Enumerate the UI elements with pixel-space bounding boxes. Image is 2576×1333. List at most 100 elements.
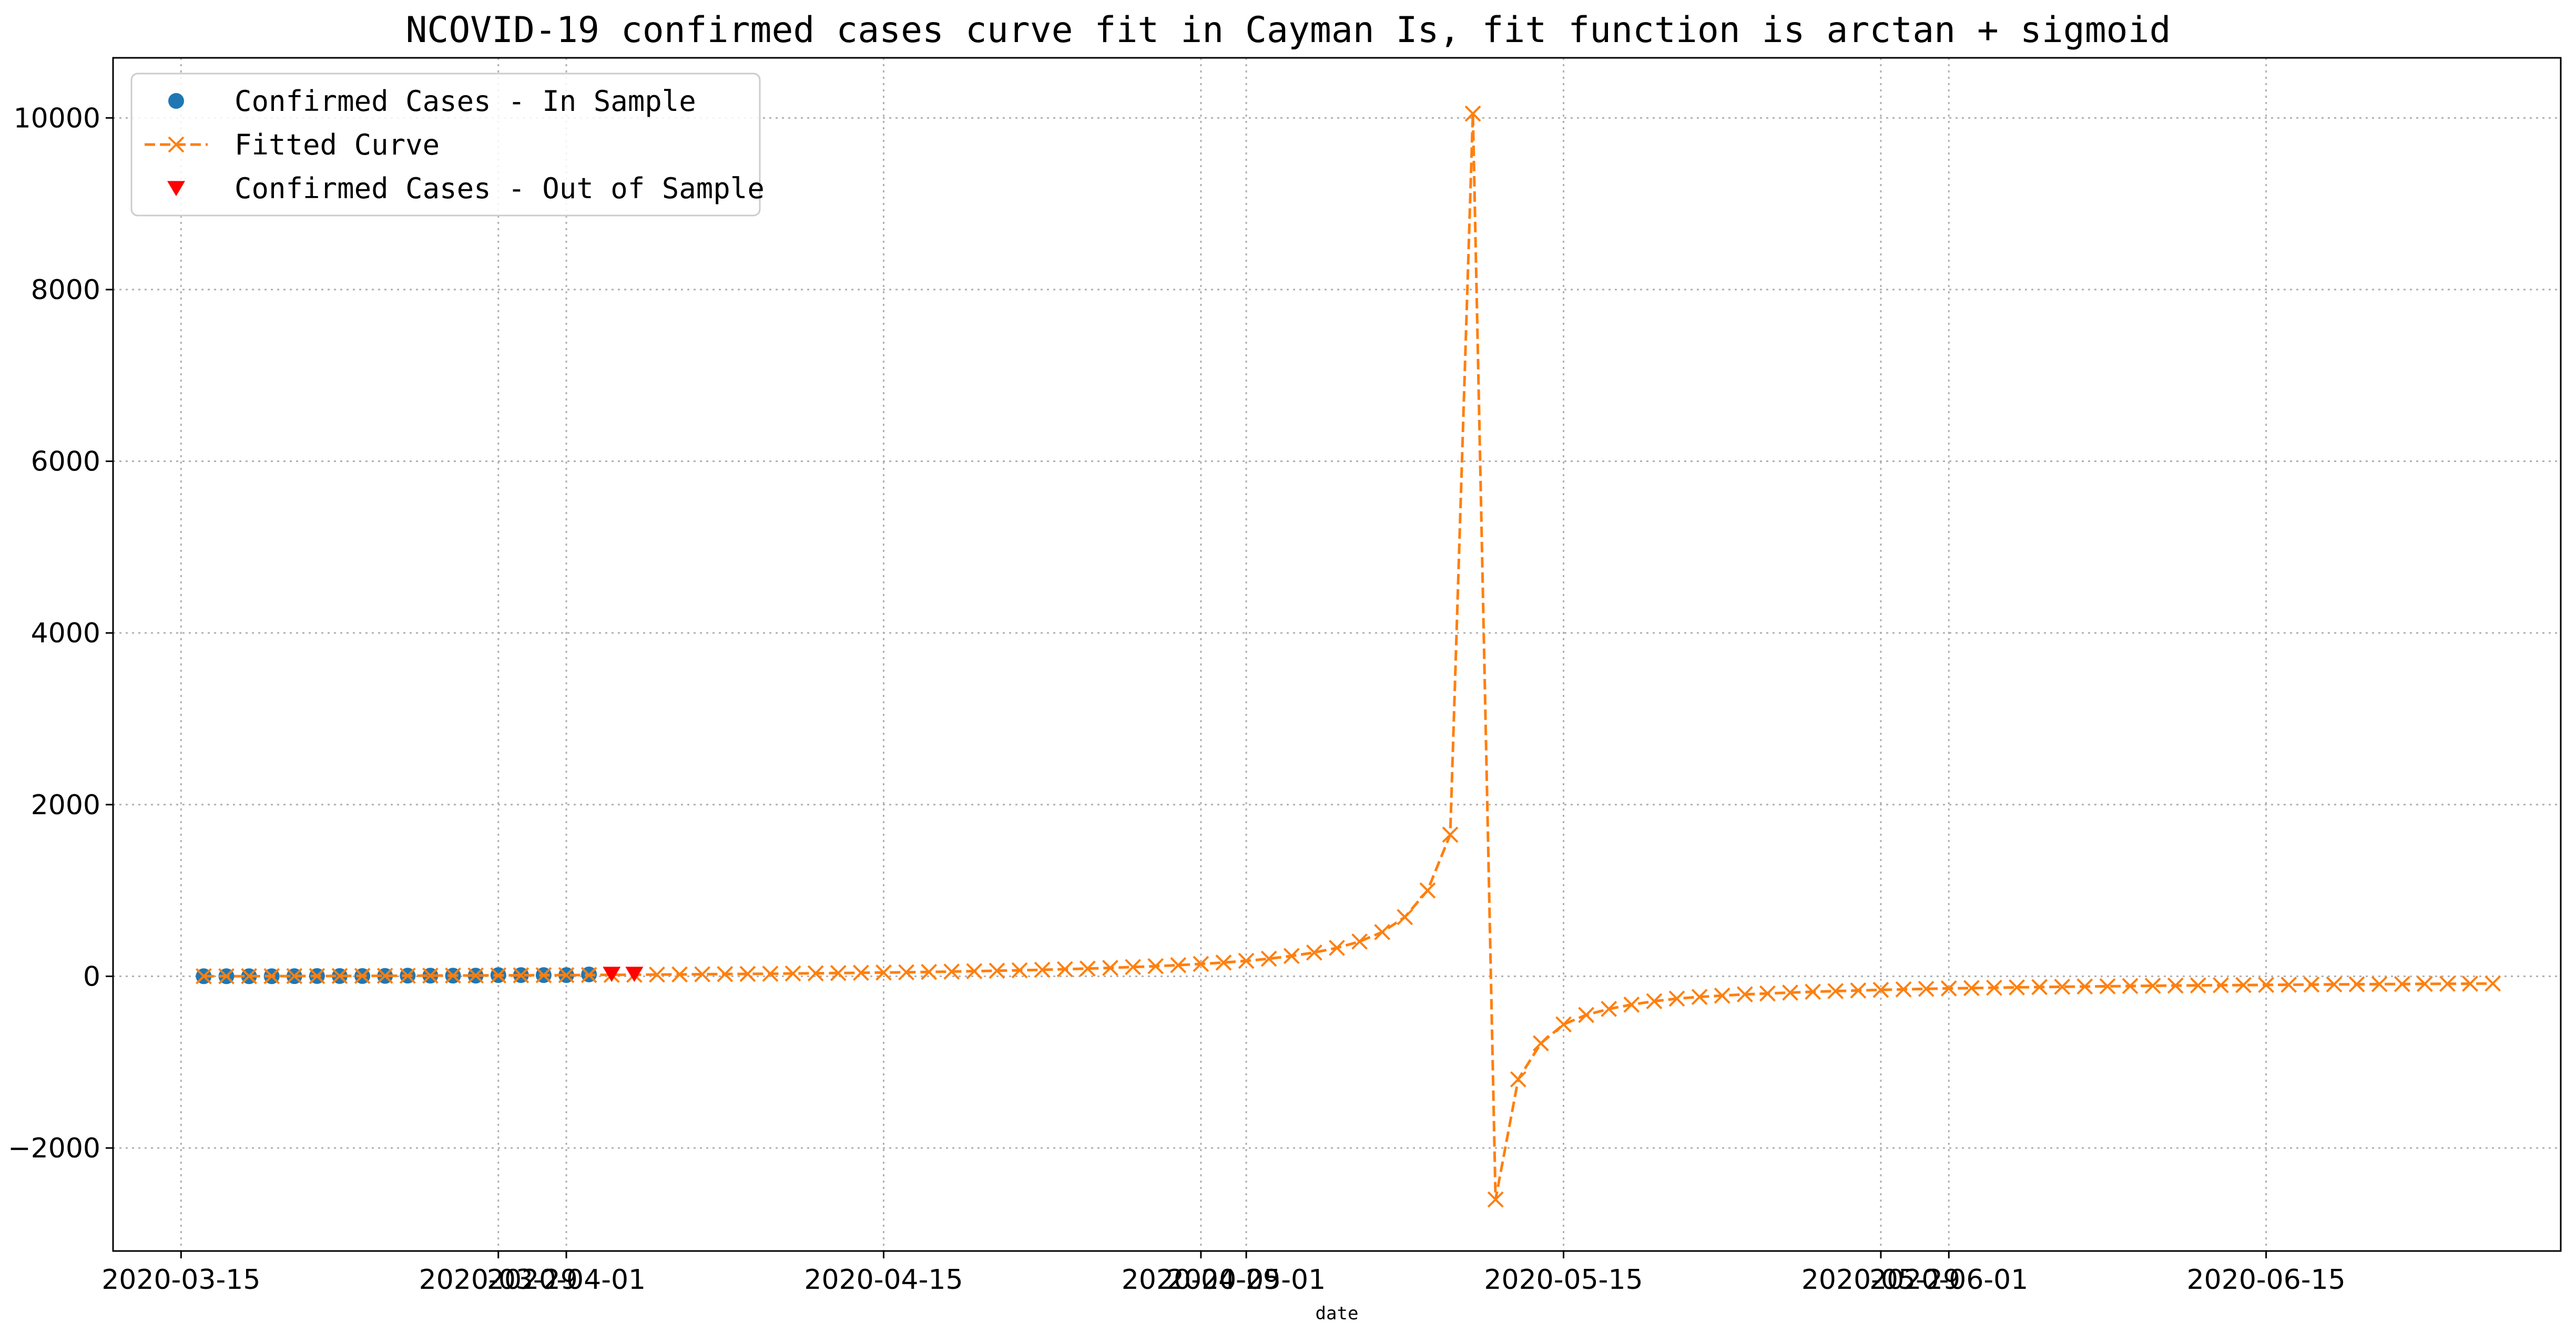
legend-label: Fitted Curve [235,128,440,161]
x-tick-label: 2020-06-01 [1869,1264,2028,1296]
fitted-curve-point [1147,958,1164,975]
y-tick-label: −2000 [8,1133,100,1164]
fitted-curve-point [1306,944,1322,961]
fitted-curve-point [2280,976,2297,993]
fitted-curve-point [1351,933,1368,950]
fitted-curve-point [490,967,507,984]
fitted-curve-point [1102,959,1118,976]
legend-label: Confirmed Cases - In Sample [235,85,696,118]
y-tick-label: 0 [83,961,100,992]
fitted-curve-point [762,966,779,982]
fitted-curve-point [2462,976,2479,992]
fitted-curve-point [581,967,597,983]
x-tick-label: 2020-06-15 [2187,1264,2346,1296]
x-tick-label: 2020-05-15 [1484,1264,1643,1296]
fitted-curve-point [1736,986,1753,1003]
fitted-curve-point [2213,977,2229,993]
plot-frame [112,57,2562,1252]
fitted-curve-point [1623,996,1640,1013]
fitted-curve-point [830,965,847,981]
fitted-curve-point [286,968,303,985]
fitted-curve-point [1872,981,1889,998]
fitted-curve-point [1850,982,1867,999]
fitted-curve-point [2485,975,2501,992]
fitted-curve-point [1986,979,2002,996]
fitted-curve-point [513,967,530,983]
fitted-curve-point [1034,961,1051,978]
fitted-curve-point [467,967,484,984]
fitted-curve-point [1079,960,1096,977]
fitted-curve-line [203,114,2493,1200]
fitted-curve-point [445,967,461,984]
fitted-curve-point [1260,950,1277,967]
fitted-curve-point [2348,976,2365,993]
out-of-sample-point [603,967,621,982]
fitted-curve-point [1691,989,1708,1006]
fitted-curve-point [943,963,960,980]
fitted-curve-point [2122,978,2139,994]
fitted-curve-point [2371,976,2388,992]
fitted-curve-point [1215,954,1232,971]
fitted-curve-point [1238,952,1255,969]
fitted-curve-point [2394,976,2410,992]
plot-series [195,105,2501,1208]
legend-marker-x [168,136,185,153]
fitted-curve-point [376,968,393,984]
fitted-curve-point [1464,105,1481,122]
fitted-curve-point [558,967,575,983]
chart-title: NCOVID-19 confirmed cases curve fit in C… [405,9,2171,51]
fitted-curve-point [1555,1016,1572,1033]
fitted-curve-point [1714,987,1730,1004]
fitted-curve-point [2076,978,2093,995]
legend-box [130,73,761,217]
fitted-curve-point [1329,939,1345,956]
fitted-curve-point [2009,979,2025,996]
fitted-curve-point [1940,980,1957,997]
fitted-curve-point [2190,977,2206,994]
out-of-sample-point [625,967,644,982]
fitted-curve-point [1397,909,1413,926]
fitted-curve-point [218,968,235,985]
fitted-curve-point [2439,976,2456,992]
x-tick-label: 2020-04-15 [804,1264,963,1296]
fitted-curve-point [331,968,348,985]
fitted-curve-point [1170,957,1187,973]
fitted-curve-point [1193,956,1209,972]
fitted-curve-point [1782,985,1798,1001]
fitted-curve-point [2054,978,2071,995]
fitted-curve-point [1283,948,1300,965]
fitted-curve-series [195,105,2501,1208]
fitted-curve-point [649,966,665,983]
fitted-curve-point [966,963,983,980]
fitted-curve-point [2167,977,2184,994]
fitted-curve-point [1487,1191,1504,1208]
fitted-curve-point [898,964,914,981]
fitted-curve-point [1533,1035,1549,1052]
fitted-curve-point [852,965,869,981]
fitted-curve-point [989,962,1005,979]
fitted-curve-point [739,966,756,982]
fitted-curve-point [2258,977,2275,993]
legend: Confirmed Cases - In Sample Fitted Curve C… [130,73,765,217]
grid-lines [113,58,2561,1251]
fitted-curve-point [1601,1001,1617,1017]
x-tick-label: 2020-03-29 [419,1264,578,1296]
fitted-curve-point [535,967,552,983]
fitted-curve-point [1827,983,1844,999]
fitted-curve-point [1442,826,1459,843]
fitted-curve-point [2235,977,2252,993]
fitted-curve-point [1918,980,1934,997]
fitted-curve-point [1578,1007,1595,1023]
fitted-curve-point [1895,981,1912,998]
fitted-curve-point [2144,977,2161,994]
legend-marker-circle [168,93,184,109]
fitted-curve-point [671,966,688,983]
fitted-curve-point [694,966,711,982]
x-tick-label: 2020-03-15 [101,1264,260,1296]
legend-marker-triangle [167,181,185,197]
fitted-curve-point [1510,1071,1526,1088]
fitted-curve-point [1374,924,1391,940]
x-tick-label: 2020-04-01 [487,1264,646,1296]
legend-label: Confirmed Cases - Out of Sample [235,172,765,205]
